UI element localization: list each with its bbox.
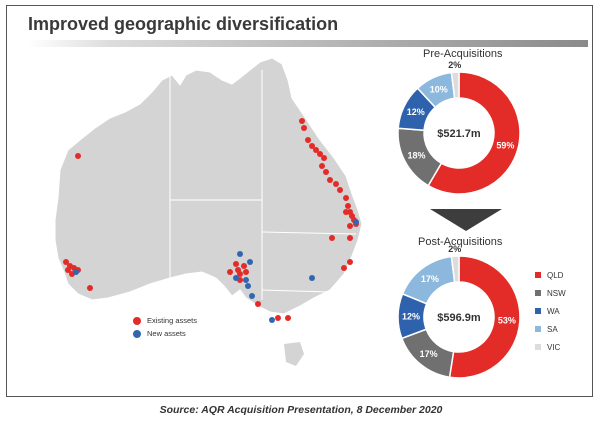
legend-existing-assets: Existing assets [133, 314, 197, 327]
qld-swatch-icon [535, 272, 541, 278]
legend-sa-label: SA [547, 324, 558, 334]
pct-label-qld: 59% [496, 141, 514, 151]
existing-asset-dot [309, 143, 315, 149]
legend-existing-label: Existing assets [147, 316, 198, 325]
down-arrow-icon [430, 209, 502, 231]
existing-asset-dot [345, 203, 351, 209]
existing-asset-dot-icon [133, 316, 141, 325]
existing-asset-dot [301, 125, 307, 131]
pct-label-vic: 2% [448, 60, 461, 70]
slide-title: Improved geographic diversification [28, 14, 339, 34]
pct-label-wa: 12% [407, 107, 425, 117]
legend-wa-label: WA [547, 306, 560, 316]
source-caption: Source: AQR Acquisition Presentation, 8 … [159, 404, 443, 416]
existing-asset-dot [65, 267, 71, 273]
slice-qld [427, 71, 521, 195]
border-qld-nsw [261, 231, 357, 235]
new-asset-dot [245, 283, 251, 289]
existing-asset-dot [317, 151, 323, 157]
pct-label-vic: 2% [448, 244, 461, 254]
new-asset-dot [237, 251, 243, 257]
mainland-shape [54, 57, 363, 315]
donut-center-label: $596.9m [437, 312, 481, 324]
new-asset-dot [73, 269, 79, 275]
legend-item-wa: WA [535, 302, 566, 320]
pct-label-wa: 12% [402, 311, 420, 321]
existing-asset-dot [347, 223, 353, 229]
pct-label-sa: 10% [430, 84, 448, 94]
existing-asset-dot [329, 235, 335, 241]
existing-asset-dot [87, 285, 93, 291]
slice-vic [450, 71, 460, 100]
new-asset-dot [249, 293, 255, 299]
legend-item-nsw: NSW [535, 284, 566, 302]
sa-swatch-icon [535, 326, 541, 332]
title-underline [28, 40, 588, 47]
existing-asset-dot [75, 153, 81, 159]
existing-asset-dot [285, 315, 291, 321]
slice-qld [448, 255, 521, 379]
legend-item-qld: QLD [535, 266, 566, 284]
existing-asset-dot [227, 269, 233, 275]
new-asset-dot [269, 317, 275, 323]
legend-item-vic: VIC [535, 338, 566, 356]
new-asset-dot [309, 275, 315, 281]
donut-center-label: $521.7m [437, 128, 481, 140]
state-legend: QLD NSW WA SA VIC [535, 266, 566, 356]
legend-vic-label: VIC [547, 342, 561, 352]
tasmania-shape [284, 342, 304, 366]
existing-asset-dot [241, 263, 247, 269]
existing-asset-dot [343, 209, 349, 215]
asset-dots [63, 118, 359, 323]
map-legend: Existing assets New assets [133, 314, 197, 340]
australia-landmass [54, 57, 363, 366]
pct-label-sa: 17% [421, 274, 439, 284]
post-acquisitions-donut: 53% 17% 12% 17% 2% $596.9m [397, 244, 521, 379]
existing-asset-dot [321, 155, 327, 161]
legend-nsw-label: NSW [547, 288, 566, 298]
existing-asset-dot [305, 137, 311, 143]
existing-asset-dot [255, 301, 261, 307]
vic-swatch-icon [535, 344, 541, 350]
slice-vic [450, 255, 460, 284]
existing-asset-dot [343, 195, 349, 201]
legend-item-sa: SA [535, 320, 566, 338]
existing-asset-dot [299, 118, 305, 124]
new-asset-dot [247, 259, 253, 265]
existing-asset-dot [333, 181, 339, 187]
pre-acquisitions-title: Pre-Acquisitions [423, 48, 503, 60]
new-asset-dot-icon [133, 329, 141, 338]
wa-swatch-icon [535, 308, 541, 314]
existing-asset-dot [275, 315, 281, 321]
existing-asset-dot [313, 147, 319, 153]
existing-asset-dot [237, 271, 243, 277]
existing-asset-dot [323, 169, 329, 175]
legend-new-label: New assets [147, 329, 186, 338]
pre-acquisitions-donut: 59% 18% 12% 10% 2% $521.7m [397, 60, 521, 195]
pct-label-nsw: 17% [420, 349, 438, 359]
existing-asset-dot [347, 235, 353, 241]
new-asset-dot [233, 275, 239, 281]
existing-asset-dot [319, 163, 325, 169]
existing-asset-dot [347, 259, 353, 265]
existing-asset-dot [233, 261, 239, 267]
post-acquisitions-title: Post-Acquisitions [418, 236, 503, 248]
existing-asset-dot [243, 269, 249, 275]
new-asset-dot [353, 219, 359, 225]
existing-asset-dot [327, 177, 333, 183]
pct-label-nsw: 18% [407, 150, 425, 160]
existing-asset-dot [63, 259, 69, 265]
legend-new-assets: New assets [133, 327, 197, 340]
nsw-swatch-icon [535, 290, 541, 296]
legend-qld-label: QLD [547, 270, 564, 280]
border-nsw-vic [261, 289, 331, 293]
existing-asset-dot [341, 265, 347, 271]
existing-asset-dot [337, 187, 343, 193]
pct-label-qld: 53% [498, 316, 516, 326]
new-asset-dot [243, 277, 249, 283]
